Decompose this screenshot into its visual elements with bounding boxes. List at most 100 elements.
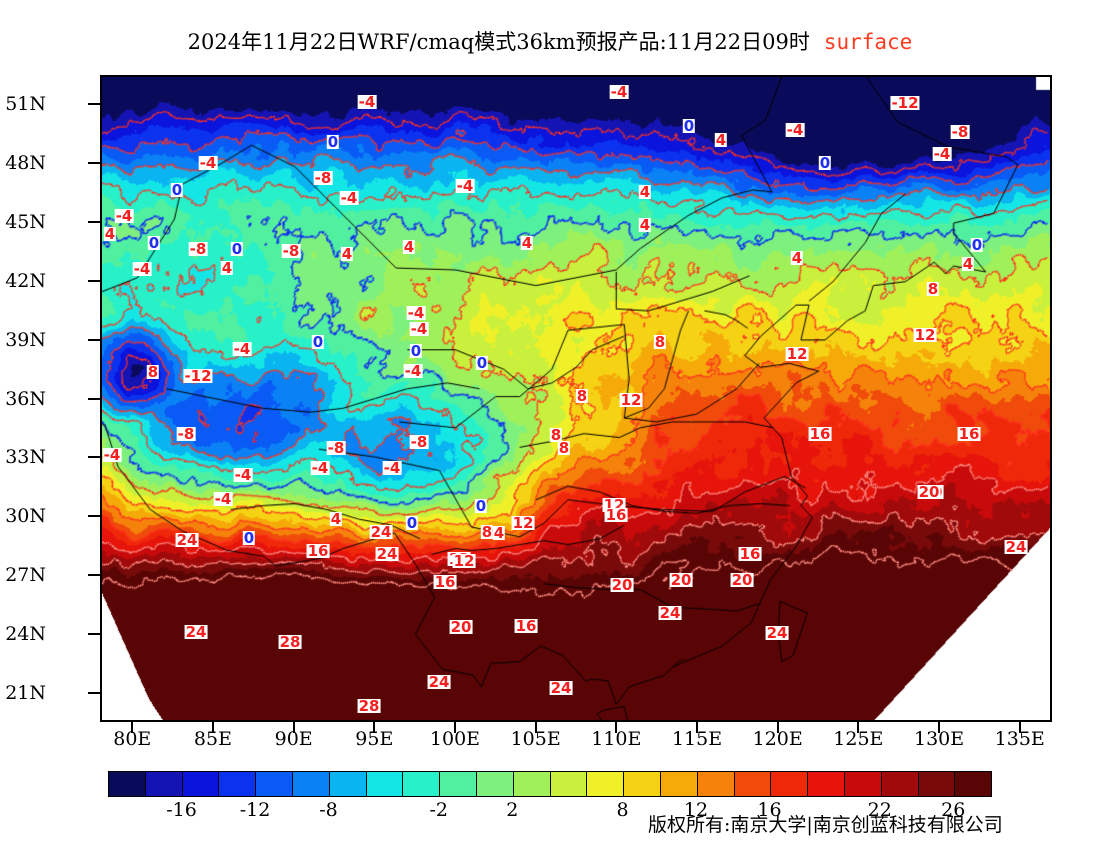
contour-label: -4	[232, 340, 252, 358]
contour-label: 8	[653, 333, 667, 351]
colorbar-swatch	[550, 772, 588, 796]
contour-label: 4	[329, 510, 343, 528]
contour-label: 4	[638, 183, 652, 201]
contour-label: 16	[957, 425, 981, 443]
contour-label: 8	[480, 523, 494, 541]
contour-label: 28	[357, 697, 381, 715]
y-axis-tick	[88, 221, 100, 224]
contour-label: -4	[406, 304, 426, 322]
contour-label: 16	[306, 542, 330, 560]
contour-label: 8	[549, 426, 563, 444]
x-axis-label: 95E	[355, 728, 394, 750]
contour-label: 24	[427, 673, 451, 691]
x-axis-label: 120E	[752, 728, 803, 750]
contour-label: 4	[340, 245, 354, 263]
contour-label: 0	[405, 514, 419, 532]
contour-label: -4	[213, 490, 233, 508]
contour-label: 12	[619, 391, 643, 409]
contour-label: 0	[970, 236, 984, 254]
chart-title: 2024年11月22日WRF/cmaq模式36km预报产品:11月22日09时 s…	[0, 26, 1100, 56]
contour-label: -8	[326, 439, 346, 457]
x-axis-label: 125E	[833, 728, 884, 750]
y-axis-tick	[88, 103, 100, 106]
y-axis-label: 27N	[5, 563, 46, 586]
contour-label: -4	[409, 320, 429, 338]
colorbar-tick-label: -8	[319, 799, 338, 821]
y-axis-label: 36N	[5, 387, 46, 410]
y-axis-label: 51N	[5, 93, 46, 116]
contour-label: 12	[452, 552, 476, 570]
colorbar-swatch	[734, 772, 772, 796]
contour-label: 0	[409, 342, 423, 360]
contour-label: 0	[326, 133, 340, 151]
contour-label: 0	[147, 234, 161, 252]
contour-label: 0	[311, 333, 325, 351]
y-axis-label: 45N	[5, 211, 46, 234]
contour-label: 24	[765, 624, 789, 642]
contour-label: 24	[1004, 538, 1028, 556]
y-axis-label: 48N	[5, 152, 46, 175]
contour-label: 4	[790, 249, 804, 267]
contour-label: -4	[198, 154, 218, 172]
colorbar-swatch	[660, 772, 698, 796]
contour-label: 24	[549, 679, 573, 697]
contour-label: 0	[242, 529, 256, 547]
contour-label: 4	[402, 238, 416, 256]
x-axis-tick	[453, 722, 456, 733]
colorbar-swatch	[366, 772, 404, 796]
contour-label: 0	[474, 497, 488, 515]
contour-label: 0	[818, 154, 832, 172]
contour-label: 24	[369, 523, 393, 541]
x-axis-tick	[292, 722, 295, 733]
y-axis-tick	[88, 515, 100, 518]
contour-label: 4	[638, 216, 652, 234]
x-axis-tick	[776, 722, 779, 733]
y-axis-tick	[88, 691, 100, 694]
y-axis-tick	[88, 279, 100, 282]
contour-label: 8	[575, 387, 589, 405]
contour-label: -4	[382, 459, 402, 477]
x-axis-tick	[211, 722, 214, 733]
contour-label: 8	[926, 280, 940, 298]
contour-label: -4	[455, 177, 475, 195]
x-axis-label: 130E	[913, 728, 965, 750]
contour-label: 4	[103, 225, 117, 243]
contour-label: 24	[375, 545, 399, 563]
x-axis-tick	[1018, 722, 1021, 733]
contour-label: 20	[730, 571, 754, 589]
contour-label: 20	[449, 618, 473, 636]
colorbar-swatch	[587, 772, 625, 796]
y-axis-tick	[88, 397, 100, 400]
colorbar-swatch	[440, 772, 477, 796]
x-axis-label: 80E	[113, 728, 152, 750]
contour-label: 20	[669, 571, 693, 589]
colorbar-swatch	[697, 772, 735, 796]
copyright-text: 版权所有:南京大学|南京创蓝科技有限公司	[648, 814, 1003, 836]
contour-label: 8	[557, 439, 571, 457]
x-axis-label: 115E	[671, 728, 723, 750]
colorbar-tick-label: 12	[683, 799, 709, 821]
colorbar-swatch	[918, 772, 956, 796]
colorbar-swatch	[145, 772, 183, 796]
contour-label: -4	[357, 93, 377, 111]
colorbar-swatch	[109, 772, 146, 796]
contour-label: 16	[808, 425, 832, 443]
colorbar-swatch	[476, 772, 514, 796]
contour-label: 12	[785, 345, 809, 363]
contour-label: -4	[233, 466, 253, 484]
contour-label: 20	[610, 576, 634, 594]
colorbar-tick-label: 8	[616, 799, 629, 821]
colorbar-swatch	[808, 772, 845, 796]
contour-label: 0	[475, 354, 489, 372]
contour-label: -4	[102, 446, 122, 464]
contour-label: -4	[932, 145, 952, 163]
contour-label: 0	[682, 117, 696, 135]
contour-label: 16	[514, 617, 538, 635]
y-axis-label: 24N	[5, 622, 46, 645]
contour-label: -12	[890, 94, 920, 112]
contour-label: -4	[403, 362, 423, 380]
contour-label: 4	[520, 234, 534, 252]
y-axis-tick	[88, 456, 100, 459]
map-plot-area: -4 -4 -12 0 -8 -4 -4 0 -8 0 -4 -4 -4 4 4 0 -4 0 4 -8 0 -8 4 4 4 4…	[100, 75, 1052, 722]
contour-label: 16	[433, 573, 457, 591]
